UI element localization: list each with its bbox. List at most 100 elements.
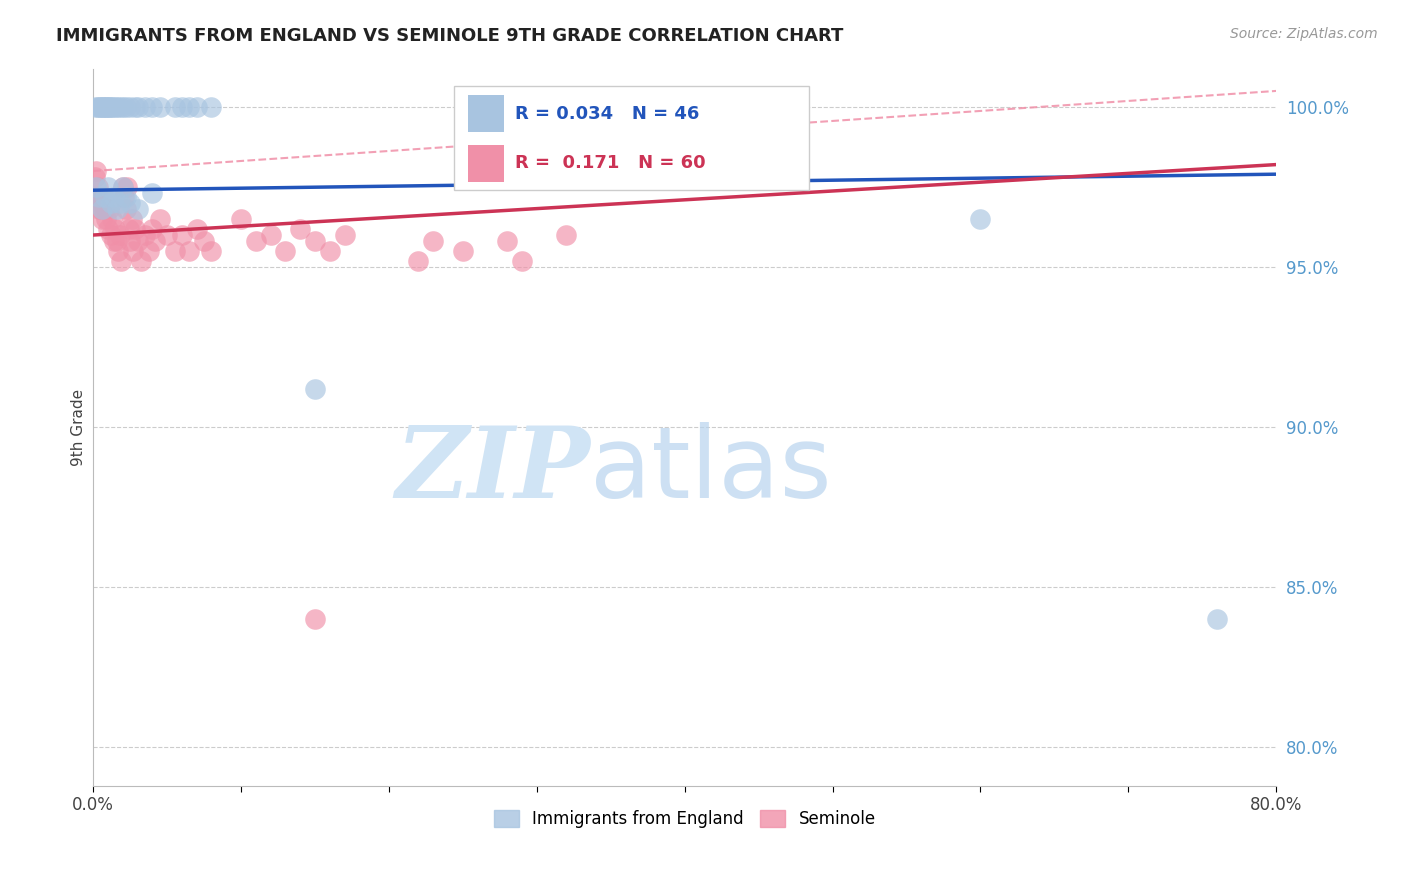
Point <box>100 227 122 242</box>
Point <box>120 235 142 249</box>
Point <box>110 253 132 268</box>
Point <box>422 235 444 249</box>
Point <box>969 212 991 227</box>
Point <box>90 202 112 217</box>
Point <box>555 227 578 242</box>
Point <box>100 196 122 211</box>
Point <box>156 227 179 242</box>
Point <box>1206 612 1229 626</box>
Point <box>114 189 136 203</box>
Point <box>496 235 519 249</box>
Point <box>87 100 110 114</box>
Point <box>108 227 131 242</box>
Point <box>120 100 142 114</box>
Point <box>118 221 141 235</box>
Point <box>274 244 297 258</box>
FancyBboxPatch shape <box>468 145 503 182</box>
Point <box>451 244 474 258</box>
Point <box>143 235 166 249</box>
Point <box>141 186 163 201</box>
Point <box>105 202 128 217</box>
Point <box>163 100 186 114</box>
Point <box>86 180 108 194</box>
Point <box>83 170 105 185</box>
Point <box>100 100 122 114</box>
Point <box>105 100 128 114</box>
Point <box>96 100 118 114</box>
Text: IMMIGRANTS FROM ENGLAND VS SEMINOLE 9TH GRADE CORRELATION CHART: IMMIGRANTS FROM ENGLAND VS SEMINOLE 9TH … <box>56 27 844 45</box>
Text: R = 0.034   N = 46: R = 0.034 N = 46 <box>516 104 700 123</box>
Point <box>186 221 208 235</box>
Point <box>141 100 163 114</box>
Text: Source: ZipAtlas.com: Source: ZipAtlas.com <box>1230 27 1378 41</box>
Point <box>86 100 108 114</box>
Point <box>94 100 117 114</box>
Point <box>141 221 163 235</box>
Point <box>200 100 222 114</box>
Point <box>90 100 112 114</box>
Point <box>510 253 533 268</box>
Y-axis label: 9th Grade: 9th Grade <box>72 389 86 466</box>
Point <box>105 235 128 249</box>
Point <box>112 189 135 203</box>
Point <box>111 180 134 194</box>
Point <box>170 227 193 242</box>
Point <box>127 202 149 217</box>
Text: R =  0.171   N = 60: R = 0.171 N = 60 <box>516 154 706 172</box>
Point <box>103 189 125 203</box>
Point <box>97 180 120 194</box>
Text: ZIP: ZIP <box>395 422 591 518</box>
Point <box>104 100 127 114</box>
Point <box>101 100 124 114</box>
Point <box>304 235 326 249</box>
Point <box>108 100 131 114</box>
Point <box>138 244 160 258</box>
Point <box>114 100 136 114</box>
Point <box>94 202 117 217</box>
Point <box>104 221 127 235</box>
Point <box>124 100 146 114</box>
Point <box>91 212 114 227</box>
Point <box>200 244 222 258</box>
Point <box>83 100 105 114</box>
Point <box>120 196 142 211</box>
Point <box>179 100 201 114</box>
Point <box>319 244 342 258</box>
Point <box>179 244 201 258</box>
Point <box>86 189 108 203</box>
Point <box>124 221 146 235</box>
Point <box>134 100 156 114</box>
FancyBboxPatch shape <box>468 95 503 132</box>
Point <box>121 212 143 227</box>
Point <box>93 189 115 203</box>
Point <box>703 170 725 185</box>
Point <box>114 202 136 217</box>
Point <box>122 244 145 258</box>
Point <box>149 212 172 227</box>
Point <box>108 196 131 211</box>
Point <box>91 202 114 217</box>
Point <box>193 235 215 249</box>
Point <box>290 221 312 235</box>
Point <box>84 164 107 178</box>
Point <box>333 227 356 242</box>
Point <box>87 189 110 203</box>
Point <box>93 100 115 114</box>
Point <box>101 212 124 227</box>
Point <box>111 180 134 194</box>
Point <box>229 212 252 227</box>
Point <box>127 235 149 249</box>
Point <box>134 227 156 242</box>
Point <box>96 212 118 227</box>
Point <box>91 100 114 114</box>
Point <box>98 100 121 114</box>
Point <box>84 189 107 203</box>
Point <box>129 253 152 268</box>
Point <box>103 235 125 249</box>
Legend: Immigrants from England, Seminole: Immigrants from England, Seminole <box>486 804 883 835</box>
Point <box>170 100 193 114</box>
Point <box>87 202 110 217</box>
Point <box>259 227 281 242</box>
Point <box>107 244 129 258</box>
Point <box>304 612 326 626</box>
